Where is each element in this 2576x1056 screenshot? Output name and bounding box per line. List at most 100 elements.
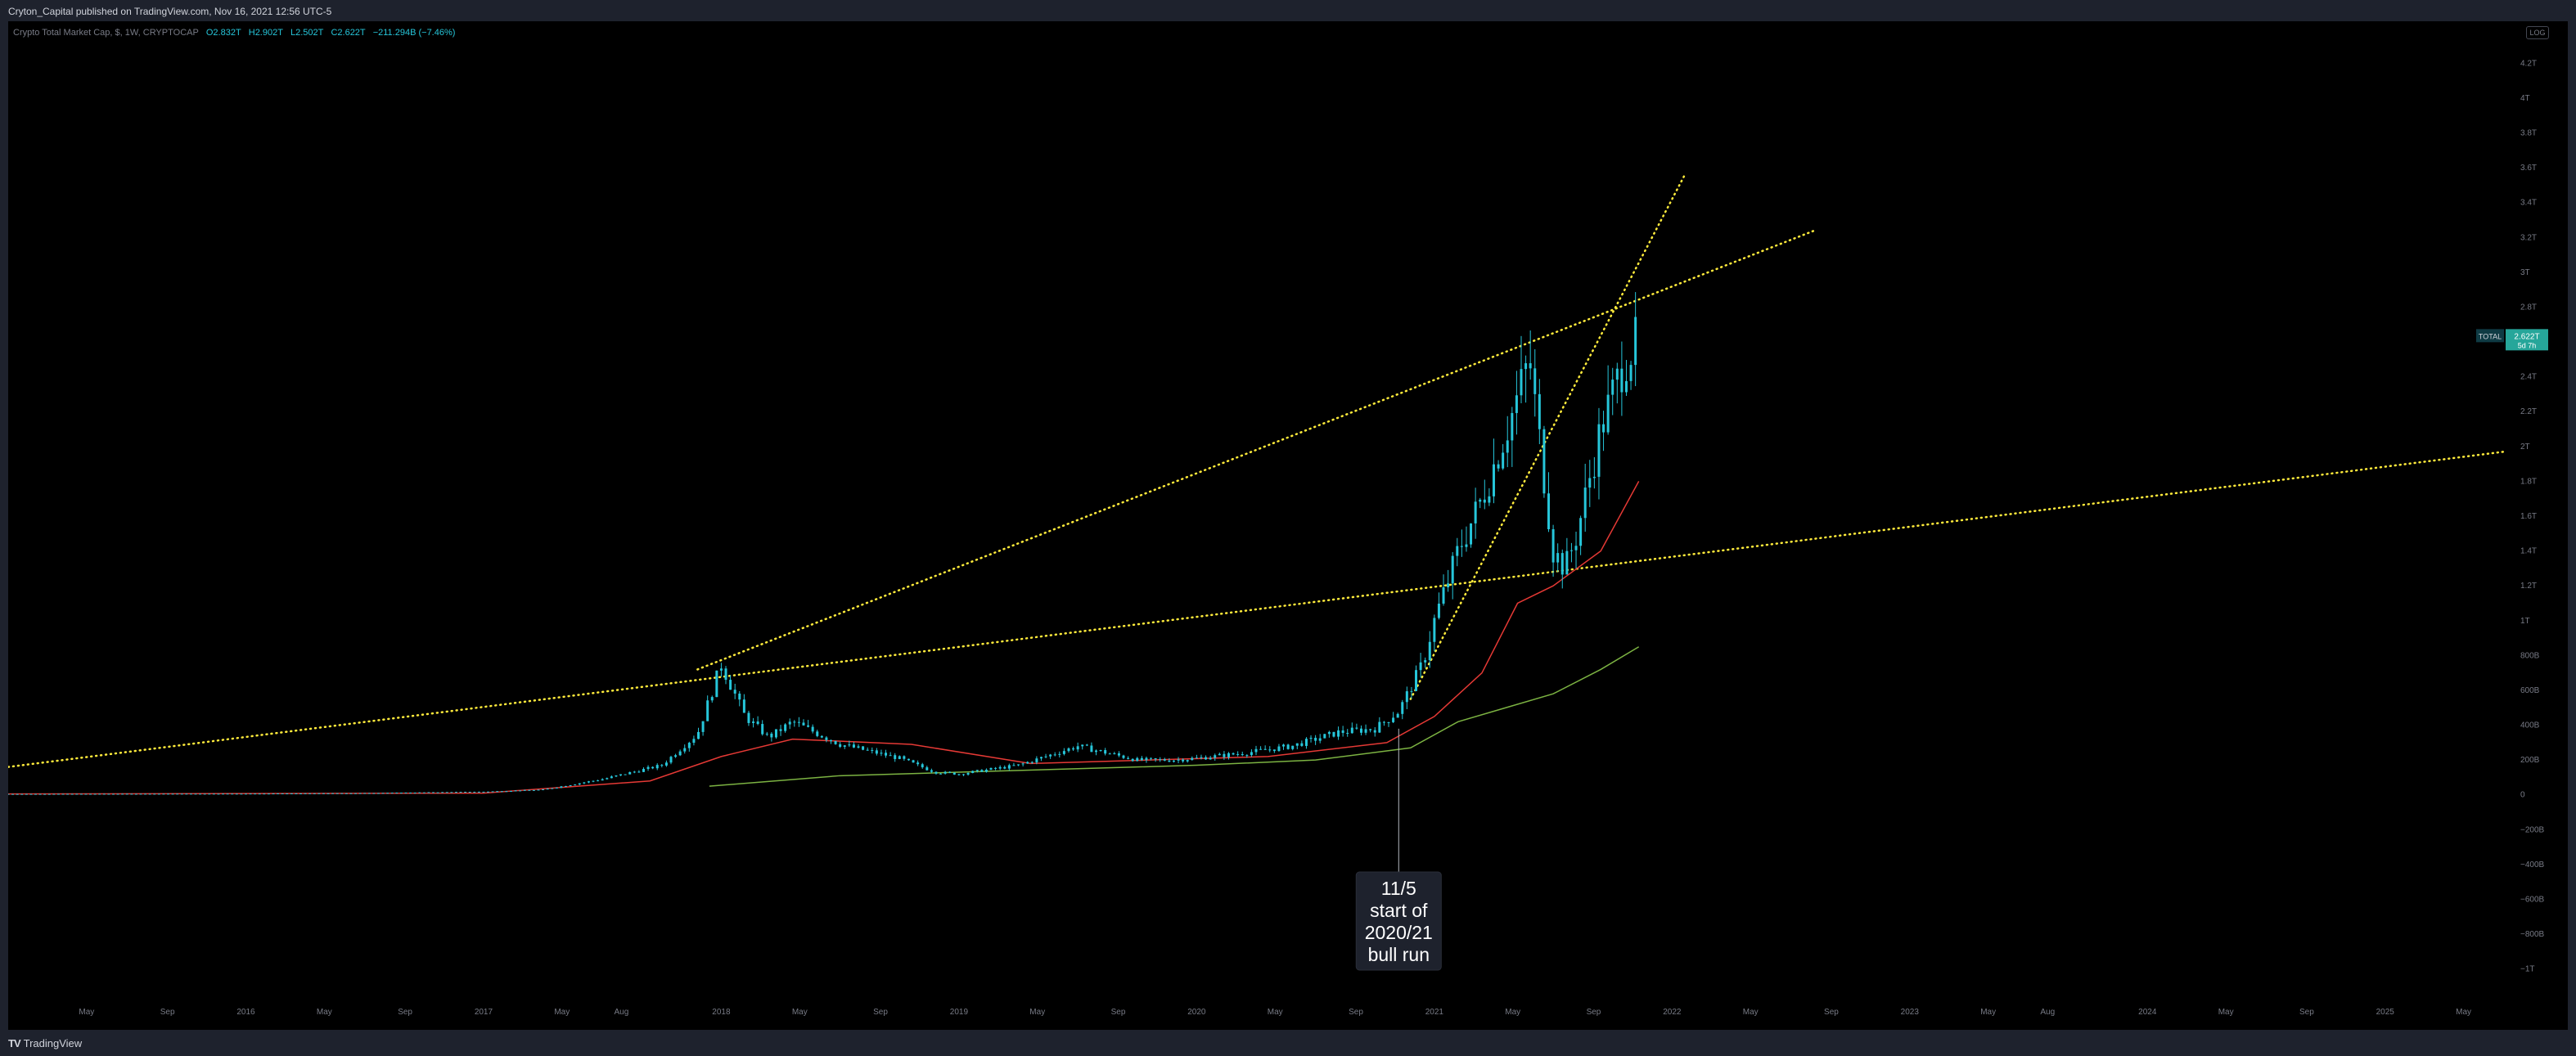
candle-body (514, 790, 517, 792)
candle-body (1474, 501, 1477, 524)
symbol-title[interactable]: Crypto Total Market Cap, $, 1W, CRYPTOCA… (13, 28, 199, 38)
candle-body (1076, 746, 1079, 750)
candle-body (542, 789, 545, 791)
candle-body (811, 726, 814, 732)
x-tick-label: 2025 (2376, 1008, 2395, 1017)
candle-body (134, 793, 137, 795)
candle-body (61, 793, 65, 795)
y-tick-label: 4.2T (2520, 59, 2537, 68)
candle-body (1017, 764, 1020, 766)
x-tick-label: Sep (873, 1008, 888, 1017)
candle-body (38, 793, 42, 795)
annotation-line: 11/5 (1381, 878, 1416, 899)
candle-body (313, 793, 316, 794)
candle-body (1341, 730, 1344, 734)
candle-body (1191, 757, 1194, 761)
candle-body (1026, 762, 1029, 764)
candle-body (162, 793, 165, 795)
candle-body (1387, 721, 1390, 723)
candle-body (1049, 754, 1052, 757)
y-tick-label: 1.8T (2520, 477, 2537, 486)
candle-body (784, 724, 787, 731)
candle-body (235, 793, 238, 795)
candle-body (1483, 499, 1486, 503)
candle-body (16, 793, 19, 795)
x-tick-label: 2018 (712, 1008, 731, 1017)
candle-body (1277, 746, 1281, 752)
x-tick-label: 2020 (1187, 1008, 1206, 1017)
candle-body (500, 791, 503, 793)
log-scale-toggle[interactable]: LOG (2526, 26, 2549, 39)
candle-body (742, 699, 745, 713)
candle-body (1254, 748, 1258, 753)
x-tick-label: May (1743, 1008, 1759, 1017)
candle-body (998, 766, 1002, 769)
candle-body (454, 792, 457, 793)
candle-body (1396, 713, 1399, 718)
candle-body (1136, 757, 1139, 762)
candle-body (921, 764, 924, 768)
candle-body (1529, 363, 1532, 369)
candle-body (272, 793, 275, 795)
candle-body (1159, 759, 1162, 761)
candle-body (519, 790, 522, 792)
candle-body (669, 757, 673, 763)
candle-body (1337, 730, 1340, 737)
moving-average-red (8, 481, 1640, 795)
candle-body (1470, 523, 1473, 545)
candle-body (222, 793, 225, 795)
candle-body (1592, 476, 1596, 479)
candle-body (47, 793, 51, 795)
candle-body (1547, 493, 1551, 529)
candle-body (1364, 729, 1367, 733)
candle-body (340, 793, 344, 794)
candle-body (903, 756, 906, 759)
tradingview-logo[interactable]: TV TradingView (8, 1037, 82, 1049)
y-tick-label: 200B (2520, 756, 2540, 765)
candle-body (345, 793, 348, 794)
candle-body (752, 721, 755, 723)
x-tick-label: Sep (1587, 1008, 1601, 1017)
candle-body (925, 767, 929, 771)
candle-body (144, 793, 147, 795)
y-tick-label: 4T (2520, 94, 2530, 103)
candle-body (1012, 765, 1016, 766)
candle-body (1538, 393, 1541, 429)
candle-body (1492, 464, 1495, 497)
candle-body (487, 791, 490, 793)
x-tick-label: Sep (398, 1008, 412, 1017)
candle-body (139, 793, 142, 795)
x-tick-label: 2016 (236, 1008, 255, 1017)
y-tick-label: 600B (2520, 686, 2540, 695)
candle-body (569, 784, 572, 786)
y-tick-label: 1.6T (2520, 512, 2537, 521)
candle-body (1295, 743, 1299, 746)
candle-body (277, 793, 280, 794)
candle-body (1058, 753, 1061, 755)
annotation-box (1355, 871, 1442, 971)
candle-body (1259, 748, 1263, 750)
candle-body (1232, 753, 1235, 755)
chart-pane[interactable] (8, 21, 2568, 1030)
candle-body (176, 793, 179, 795)
candle-body (1150, 757, 1153, 759)
candle-body (724, 668, 727, 681)
candle-body (1327, 731, 1331, 735)
x-tick-label: May (554, 1008, 570, 1017)
y-tick-label: 1.2T (2520, 582, 2537, 591)
candle-body (683, 748, 687, 752)
candle-body (1588, 478, 1592, 488)
candle-body (898, 756, 901, 759)
candle-body (167, 793, 170, 795)
candle-body (1272, 749, 1276, 752)
candle-body (1263, 748, 1267, 750)
price-tag-symbol-bg (2476, 329, 2504, 343)
candle-body (1401, 702, 1404, 714)
candle-body (1067, 748, 1070, 752)
candle-body (532, 789, 535, 791)
close-value: C2.622T (331, 28, 366, 38)
candle-body (1140, 757, 1143, 761)
price-chart[interactable]: 4.2T4T3.8T3.6T3.4T3.2T3T2.8T2.6T2.4T2.2T… (8, 21, 2568, 1030)
candle-body (1282, 744, 1286, 747)
y-tick-label: 3.2T (2520, 233, 2537, 242)
